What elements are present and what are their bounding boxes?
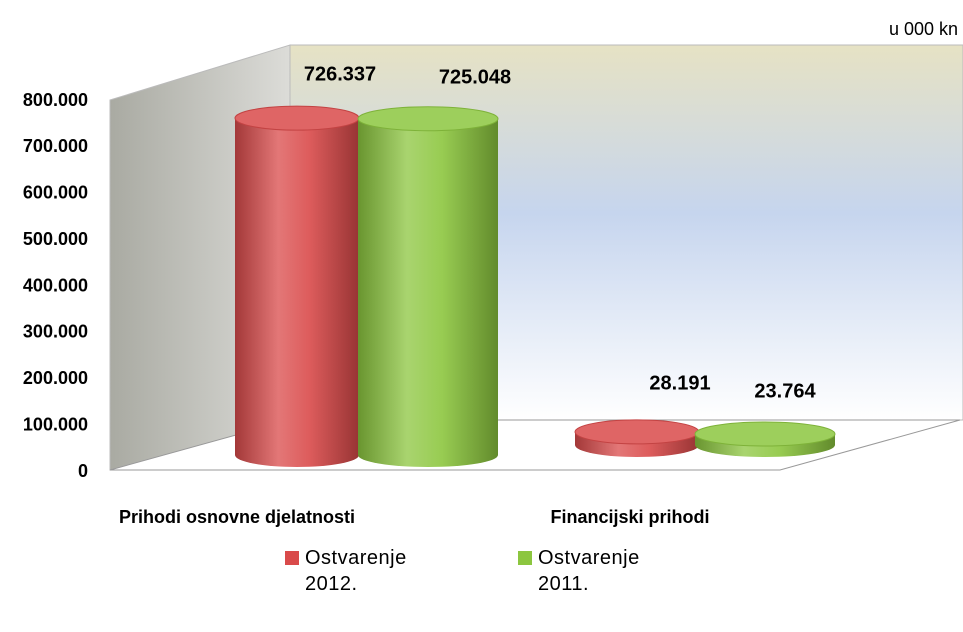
legend-swatch bbox=[518, 551, 532, 565]
cylinder-top bbox=[694, 421, 836, 447]
data-label: 23.764 bbox=[754, 380, 816, 402]
x-tick-label: Financijski prihodi bbox=[550, 507, 709, 527]
data-label: 725.048 bbox=[439, 66, 511, 88]
legend-swatch bbox=[285, 551, 299, 565]
data-label: 726.337 bbox=[304, 63, 376, 85]
legend-item: Ostvarenje 2012. bbox=[285, 545, 425, 597]
y-tick-label: 500.000 bbox=[23, 229, 88, 249]
cylinder bbox=[357, 106, 499, 468]
x-tick-label: Prihodi osnovne djelatnosti bbox=[119, 507, 355, 527]
legend-item: Ostvarenje 2011. bbox=[518, 545, 658, 597]
cylinder-top bbox=[357, 106, 499, 132]
y-tick-label: 0 bbox=[78, 461, 88, 481]
y-tick-label: 700.000 bbox=[23, 136, 88, 156]
y-tick-label: 100.000 bbox=[23, 414, 88, 434]
cylinder bbox=[574, 419, 700, 457]
legend-label: Ostvarenje 2011. bbox=[538, 547, 640, 595]
data-label: 28.191 bbox=[649, 372, 710, 394]
y-tick-label: 300.000 bbox=[23, 322, 88, 342]
y-tick-label: 800.000 bbox=[23, 90, 88, 110]
cylinder bbox=[694, 421, 836, 457]
legend-label: Ostvarenje 2012. bbox=[305, 547, 407, 595]
y-tick-label: 600.000 bbox=[23, 183, 88, 203]
cylinder-top bbox=[574, 419, 700, 445]
cylinder-body bbox=[358, 118, 498, 468]
cylinder-body bbox=[235, 118, 359, 467]
unit-annotation: u 000 kn bbox=[889, 19, 958, 39]
y-tick-label: 200.000 bbox=[23, 368, 88, 388]
cylinder bbox=[234, 105, 360, 467]
cylinder-top bbox=[234, 105, 360, 131]
y-tick-label: 400.000 bbox=[23, 275, 88, 295]
